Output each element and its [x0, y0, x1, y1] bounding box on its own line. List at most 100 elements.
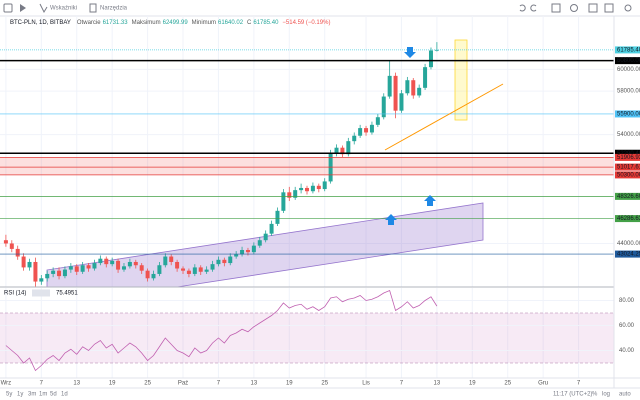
legend: BTC-PLN, 1D, BITBAY Otwarcie 61731.33 Maksi…: [10, 20, 330, 26]
annotations: [384, 47, 504, 225]
candle-body: [45, 273, 50, 279]
price-label-box: [615, 149, 640, 157]
candle-body: [234, 254, 239, 257]
symbol: BTC-PLN, 1D, BITBAY: [10, 20, 71, 26]
candle-body: [116, 260, 121, 270]
icon[interactable]: [20, 4, 26, 12]
price-label-box: [615, 110, 640, 118]
price-label: 61785.40: [617, 47, 640, 53]
candle-body: [287, 192, 292, 198]
candle-body: [104, 258, 109, 265]
candle-body: [322, 181, 327, 190]
candle-body: [68, 266, 73, 270]
candle-body: [92, 263, 97, 269]
range-button[interactable]: 1y: [17, 392, 23, 398]
candle-body: [399, 93, 404, 111]
candle-body: [269, 223, 274, 234]
candle-body: [334, 147, 339, 154]
open-label: Otwarcie: [77, 20, 101, 26]
x-tick-label: Wrz: [1, 381, 12, 387]
trend-line: [384, 83, 504, 151]
x-tick-label: 13: [434, 381, 441, 387]
candle-body: [15, 248, 20, 257]
candle-body: [127, 261, 132, 267]
x-tick-label: 13: [251, 381, 258, 387]
price-label: 51906.93: [617, 155, 640, 161]
price-label: 52290.48: [617, 151, 640, 157]
fullscreen-icon[interactable]: [588, 3, 598, 13]
clock: 11:17 (UTC+2): [553, 392, 592, 398]
candle-body: [316, 185, 321, 190]
candle-body: [27, 261, 32, 268]
x-tick-label: 19: [469, 381, 476, 387]
candle-body: [9, 243, 14, 249]
price-label: 43024.25: [617, 252, 640, 258]
log-toggle[interactable]: log: [602, 392, 610, 398]
candle-body: [352, 135, 357, 142]
candle-body: [39, 278, 44, 282]
candle-body: [157, 265, 162, 274]
candle-body: [139, 265, 144, 271]
settings-icon[interactable]: [570, 4, 578, 12]
snapshot-icon[interactable]: [604, 3, 614, 13]
x-tick-label: 13: [73, 381, 80, 387]
icon: [39, 3, 48, 14]
candle-body: [257, 240, 262, 246]
icon[interactable]: [3, 3, 13, 13]
range-button[interactable]: 3m: [28, 392, 36, 398]
candle-body: [186, 270, 191, 274]
x-tick-label: Lis: [362, 381, 370, 387]
layout-icon[interactable]: [551, 3, 561, 13]
candle-body: [263, 233, 268, 241]
candle-body: [228, 256, 233, 264]
rsi-buttons[interactable]: [32, 289, 50, 297]
rsi-line: [5, 289, 438, 372]
y-tick-label: 44000.00: [617, 241, 640, 247]
candle-body: [204, 269, 209, 272]
auto-toggle[interactable]: auto: [619, 392, 631, 398]
candle-body: [110, 260, 115, 265]
undo[interactable]: [519, 4, 526, 12]
candle-body: [198, 267, 203, 272]
x-tick-label: 25: [321, 381, 328, 387]
candle-body: [98, 258, 103, 264]
candle-body: [364, 128, 369, 133]
x-tick-label: 19: [286, 381, 293, 387]
candle-body: [51, 270, 56, 274]
open-value: 61731.33: [103, 20, 129, 26]
candle-body: [216, 259, 221, 265]
low-value: 61640.02: [218, 20, 244, 26]
icon[interactable]: [624, 4, 632, 12]
range-button[interactable]: 1m: [39, 392, 47, 398]
price-label-box: [615, 57, 640, 65]
price-label: 46286.63: [617, 216, 640, 222]
candle-body: [151, 273, 156, 279]
redo[interactable]: [530, 4, 537, 12]
candle-body: [62, 269, 67, 277]
range-button[interactable]: 5d: [50, 392, 57, 398]
arrow-down: [404, 47, 416, 58]
y-tick-label: 58000.00: [617, 89, 640, 95]
candle-body: [210, 264, 215, 270]
rsi-tick-label: 80.00: [619, 298, 635, 304]
range-button[interactable]: 1d: [61, 392, 68, 398]
tools-button[interactable]: Narzędzia: [100, 6, 128, 12]
candle-body: [423, 67, 428, 88]
candle-body: [346, 141, 351, 155]
price-label: 55900.00: [617, 112, 640, 118]
rsi-tick-label: 40.00: [619, 348, 635, 354]
candle-body: [275, 210, 280, 224]
percent-toggle[interactable]: %: [592, 392, 598, 398]
candle-body: [251, 245, 256, 253]
x-tick-label: 7: [400, 381, 404, 387]
candle-body: [358, 128, 363, 136]
indicators-button[interactable]: Wskaźniki: [50, 6, 77, 12]
candle-body: [86, 265, 91, 269]
candle-body: [57, 270, 62, 277]
candle-body: [74, 266, 79, 272]
price-label: 60800.00: [617, 58, 640, 64]
price-label-box: [615, 163, 640, 171]
range-button[interactable]: 5y: [6, 392, 12, 398]
candle-body: [411, 80, 416, 96]
